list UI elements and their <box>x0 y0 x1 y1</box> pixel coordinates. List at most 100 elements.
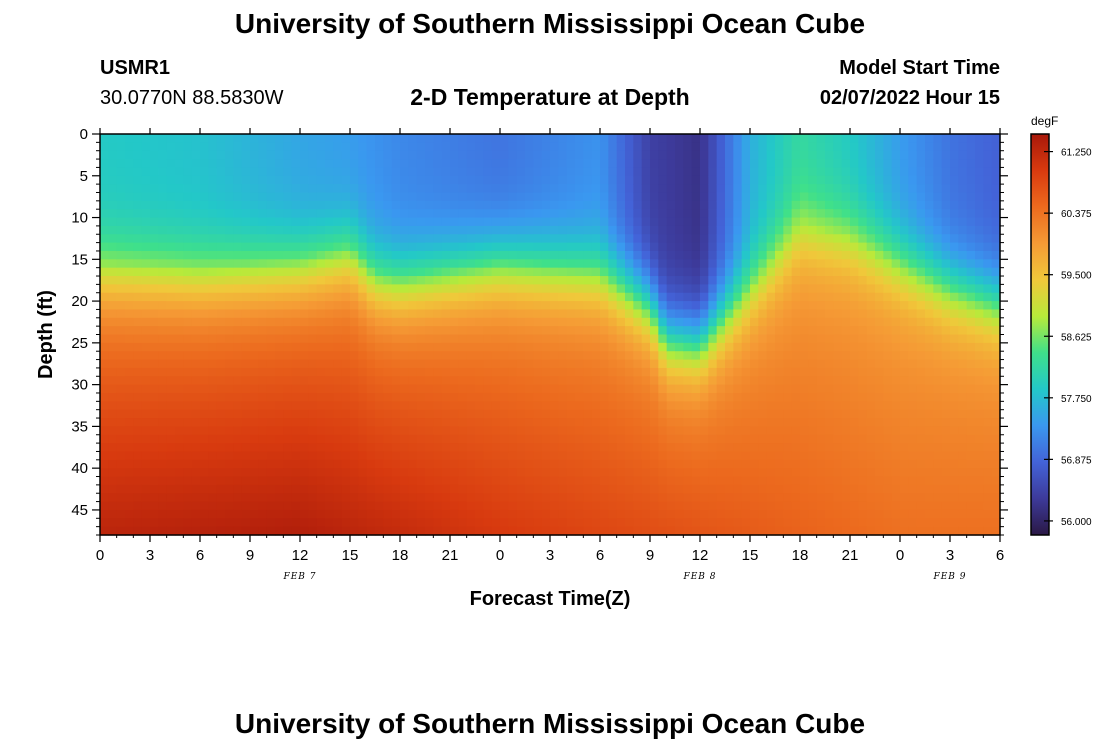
heatmap-cell <box>433 159 443 169</box>
heatmap-cell <box>258 509 268 519</box>
heatmap-cell <box>550 367 559 377</box>
heatmap-cell <box>166 317 176 327</box>
heatmap-cell <box>341 317 351 327</box>
heatmap-cell <box>716 451 726 461</box>
heatmap-cell <box>775 376 784 386</box>
heatmap-cell <box>516 217 526 227</box>
heatmap-cell <box>491 501 501 511</box>
heatmap-cell <box>941 459 951 469</box>
heatmap-cell <box>583 351 593 361</box>
heatmap-cell <box>716 284 726 294</box>
heatmap-cell <box>200 200 209 210</box>
heatmap-cell <box>883 509 893 519</box>
heatmap-cell <box>133 334 143 344</box>
heatmap-cell <box>658 209 668 219</box>
heatmap-cell <box>475 376 484 386</box>
heatmap-cell <box>708 276 718 285</box>
heatmap-cell <box>925 476 934 486</box>
heatmap-cell <box>616 518 626 528</box>
heatmap-cell <box>458 484 468 494</box>
heatmap-cell <box>241 384 251 394</box>
heatmap-cell <box>308 501 318 511</box>
heatmap-cell <box>583 468 593 478</box>
heatmap-cell <box>925 309 934 319</box>
heatmap-cell <box>516 418 526 427</box>
heatmap-cell <box>658 426 668 436</box>
heatmap-cell <box>883 418 893 427</box>
heatmap-cell <box>700 192 709 202</box>
heatmap-cell <box>366 317 376 327</box>
heatmap-cell <box>591 150 601 160</box>
heatmap-cell <box>300 384 309 394</box>
heatmap-cell <box>375 317 384 327</box>
heatmap-cell <box>858 418 868 427</box>
heatmap-cell <box>391 409 401 419</box>
heatmap-cell <box>666 342 676 352</box>
heatmap-cell <box>750 301 759 311</box>
heatmap-cell <box>583 234 593 244</box>
heatmap-cell <box>875 342 884 352</box>
heatmap-cell <box>458 392 468 402</box>
heatmap-cell <box>116 418 126 427</box>
heatmap-cell <box>591 326 601 336</box>
heatmap-cell <box>866 493 876 503</box>
heatmap-cell <box>333 150 343 160</box>
heatmap-cell <box>816 317 826 327</box>
heatmap-cell <box>233 518 243 528</box>
heatmap-cell <box>391 167 401 177</box>
heatmap-cell <box>850 434 859 444</box>
heatmap-cell <box>325 309 334 319</box>
heatmap-cell <box>875 526 884 536</box>
heatmap-cell <box>158 468 168 478</box>
heatmap-cell <box>766 443 776 453</box>
heatmap-cell <box>558 217 568 227</box>
heatmap-cell <box>741 150 751 160</box>
heatmap-cell <box>333 501 343 511</box>
heatmap-cell <box>633 459 643 469</box>
heatmap-cell <box>525 401 534 411</box>
heatmap-cell <box>208 150 218 160</box>
heatmap-cell <box>891 159 901 169</box>
heatmap-cell <box>825 250 834 260</box>
heatmap-cell <box>100 509 109 519</box>
heatmap-cell <box>583 443 593 453</box>
heatmap-cell <box>500 259 509 269</box>
heatmap-cell <box>933 267 943 277</box>
heatmap-cell <box>125 200 134 210</box>
heatmap-cell <box>716 167 726 177</box>
heatmap-cell <box>308 301 318 311</box>
heatmap-cell <box>775 401 784 411</box>
heatmap-cell <box>225 209 234 219</box>
heatmap-cell <box>366 443 376 453</box>
heatmap-cell <box>908 301 918 311</box>
heatmap-cell <box>883 276 893 285</box>
heatmap-cell <box>566 326 576 336</box>
heatmap-cell <box>266 409 276 419</box>
heatmap-cell <box>541 518 551 528</box>
heatmap-cell <box>241 434 251 444</box>
heatmap-cell <box>583 317 593 327</box>
heatmap-cell <box>150 518 159 528</box>
heatmap-cell <box>566 225 576 235</box>
heatmap-cell <box>441 451 451 461</box>
heatmap-cell <box>908 184 918 194</box>
heatmap-cell <box>858 392 868 402</box>
heatmap-cell <box>708 192 718 202</box>
heatmap-cell <box>425 284 434 294</box>
heatmap-cell <box>875 501 884 511</box>
heatmap-cell <box>808 468 818 478</box>
heatmap-cell <box>300 209 309 219</box>
heatmap-cell <box>516 401 526 411</box>
heatmap-cell <box>166 384 176 394</box>
heatmap-cell <box>775 292 784 302</box>
heatmap-cell <box>758 200 768 210</box>
heatmap-cell <box>225 426 234 436</box>
heatmap-cell <box>175 326 184 336</box>
heatmap-cell <box>833 292 843 302</box>
heatmap-cell <box>350 392 359 402</box>
heatmap-cell <box>650 134 659 143</box>
heatmap-cell <box>716 418 726 427</box>
heatmap-cell <box>566 250 576 260</box>
heatmap-cell <box>950 225 959 235</box>
heatmap-cell <box>650 250 659 260</box>
